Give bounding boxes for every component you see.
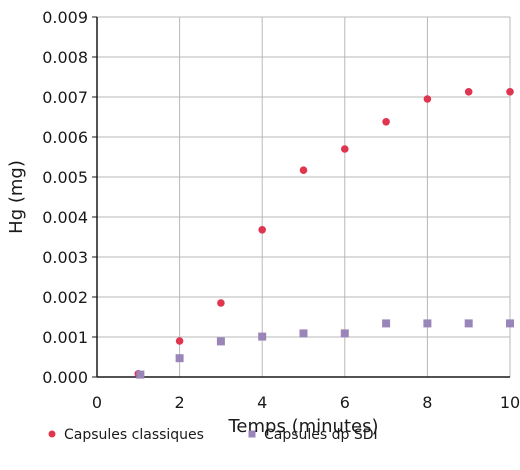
point-circle-3 xyxy=(258,226,267,234)
point-circle-5 xyxy=(341,145,349,153)
y-tick-label-7: 0.007 xyxy=(42,88,88,107)
point-circle-1 xyxy=(175,337,184,345)
series-0 xyxy=(134,88,514,378)
legend-marker-circle xyxy=(48,430,56,438)
point-square-0 xyxy=(136,370,145,379)
point-square-3 xyxy=(258,332,267,341)
point-square-5 xyxy=(340,329,349,338)
x-tick-label-2: 4 xyxy=(257,393,267,412)
point-circle-6 xyxy=(382,118,390,126)
point-square-7 xyxy=(423,319,432,328)
point-circle-8 xyxy=(464,88,473,96)
y-tick-label-1: 0.001 xyxy=(42,328,88,347)
x-axis-title: Temps (minutes) xyxy=(228,416,379,437)
point-square-4 xyxy=(299,329,308,338)
point-square-2 xyxy=(216,337,225,346)
point-square-1 xyxy=(175,354,184,363)
x-tick-label-5: 10 xyxy=(500,393,520,412)
y-tick-label-3: 0.003 xyxy=(42,248,88,267)
y-tick-label-4: 0.004 xyxy=(42,208,88,227)
x-tick-label-1: 2 xyxy=(175,393,185,412)
grid-lines xyxy=(96,16,511,378)
axes xyxy=(92,16,510,378)
y-tick-label-6: 0.006 xyxy=(42,128,88,147)
legend-marker-square xyxy=(248,430,256,438)
y-tick-label-5: 0.005 xyxy=(42,168,88,187)
point-circle-2 xyxy=(217,299,225,307)
y-tick-label-9: 0.009 xyxy=(42,8,88,27)
y-tick-label-8: 0.008 xyxy=(42,48,88,67)
legend-label: Capsules dp SDI xyxy=(264,427,378,443)
point-circle-7 xyxy=(423,95,432,103)
point-square-9 xyxy=(506,319,514,328)
x-tick-label-4: 8 xyxy=(422,393,432,412)
x-tick-label-3: 6 xyxy=(340,393,350,412)
data-marks xyxy=(134,88,514,379)
legend: Capsules classiques Capsules dp SDI xyxy=(48,427,378,443)
y-axis-title: Hg (mg) xyxy=(6,160,27,234)
series-1 xyxy=(136,319,514,379)
y-tick-label-2: 0.002 xyxy=(42,288,88,307)
point-square-8 xyxy=(464,319,473,328)
legend-item-0: Capsules classiques xyxy=(48,427,204,443)
legend-label: Capsules classiques xyxy=(64,427,204,443)
point-circle-4 xyxy=(299,166,308,174)
legend-item-1: Capsules dp SDI xyxy=(248,427,378,443)
point-circle-9 xyxy=(506,88,514,96)
tick-labels: 0.000 0.001 0.002 0.003 0.004 0.005 0.006 0.007… xyxy=(42,8,520,412)
x-tick-label-0: 0 xyxy=(92,393,102,412)
y-tick-label-0: 0.000 xyxy=(42,368,88,387)
point-square-6 xyxy=(382,319,391,328)
